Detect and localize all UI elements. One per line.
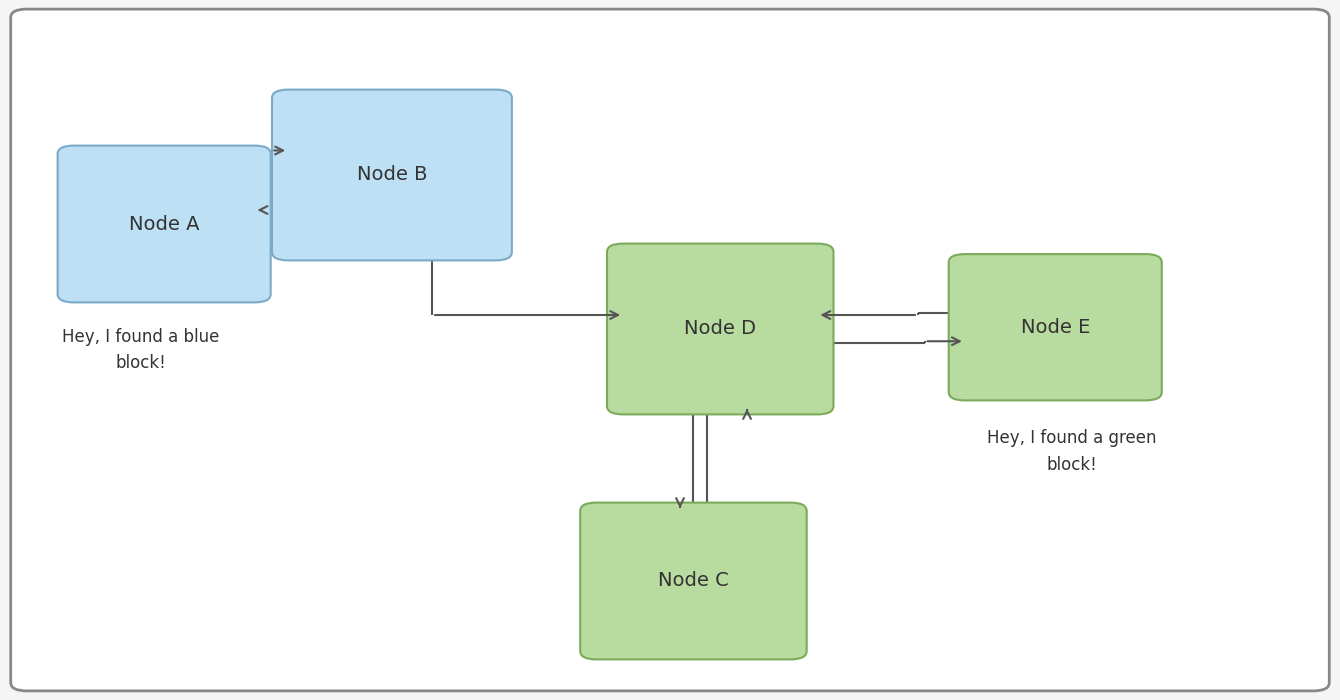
FancyBboxPatch shape [58,146,271,302]
FancyBboxPatch shape [607,244,833,414]
Text: Node D: Node D [685,319,756,339]
FancyBboxPatch shape [949,254,1162,400]
Text: Hey, I found a green
block!: Hey, I found a green block! [988,429,1156,474]
Text: Node E: Node E [1021,318,1089,337]
Text: Hey, I found a blue
block!: Hey, I found a blue block! [62,328,220,372]
Text: Node A: Node A [129,214,200,234]
FancyBboxPatch shape [272,90,512,260]
Text: Node B: Node B [356,165,427,185]
FancyBboxPatch shape [11,9,1329,691]
Text: Node C: Node C [658,571,729,591]
FancyBboxPatch shape [580,503,807,659]
